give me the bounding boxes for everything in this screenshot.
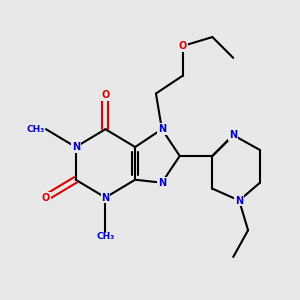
Text: CH₃: CH₃	[96, 232, 115, 241]
Text: N: N	[101, 193, 110, 202]
Text: N: N	[158, 124, 166, 134]
Text: N: N	[235, 196, 243, 206]
Text: O: O	[101, 90, 110, 100]
Text: CH₃: CH₃	[26, 125, 44, 134]
Text: O: O	[178, 41, 187, 51]
Text: N: N	[229, 130, 237, 140]
Text: N: N	[158, 178, 166, 188]
Text: O: O	[42, 193, 50, 202]
Text: N: N	[72, 142, 80, 152]
